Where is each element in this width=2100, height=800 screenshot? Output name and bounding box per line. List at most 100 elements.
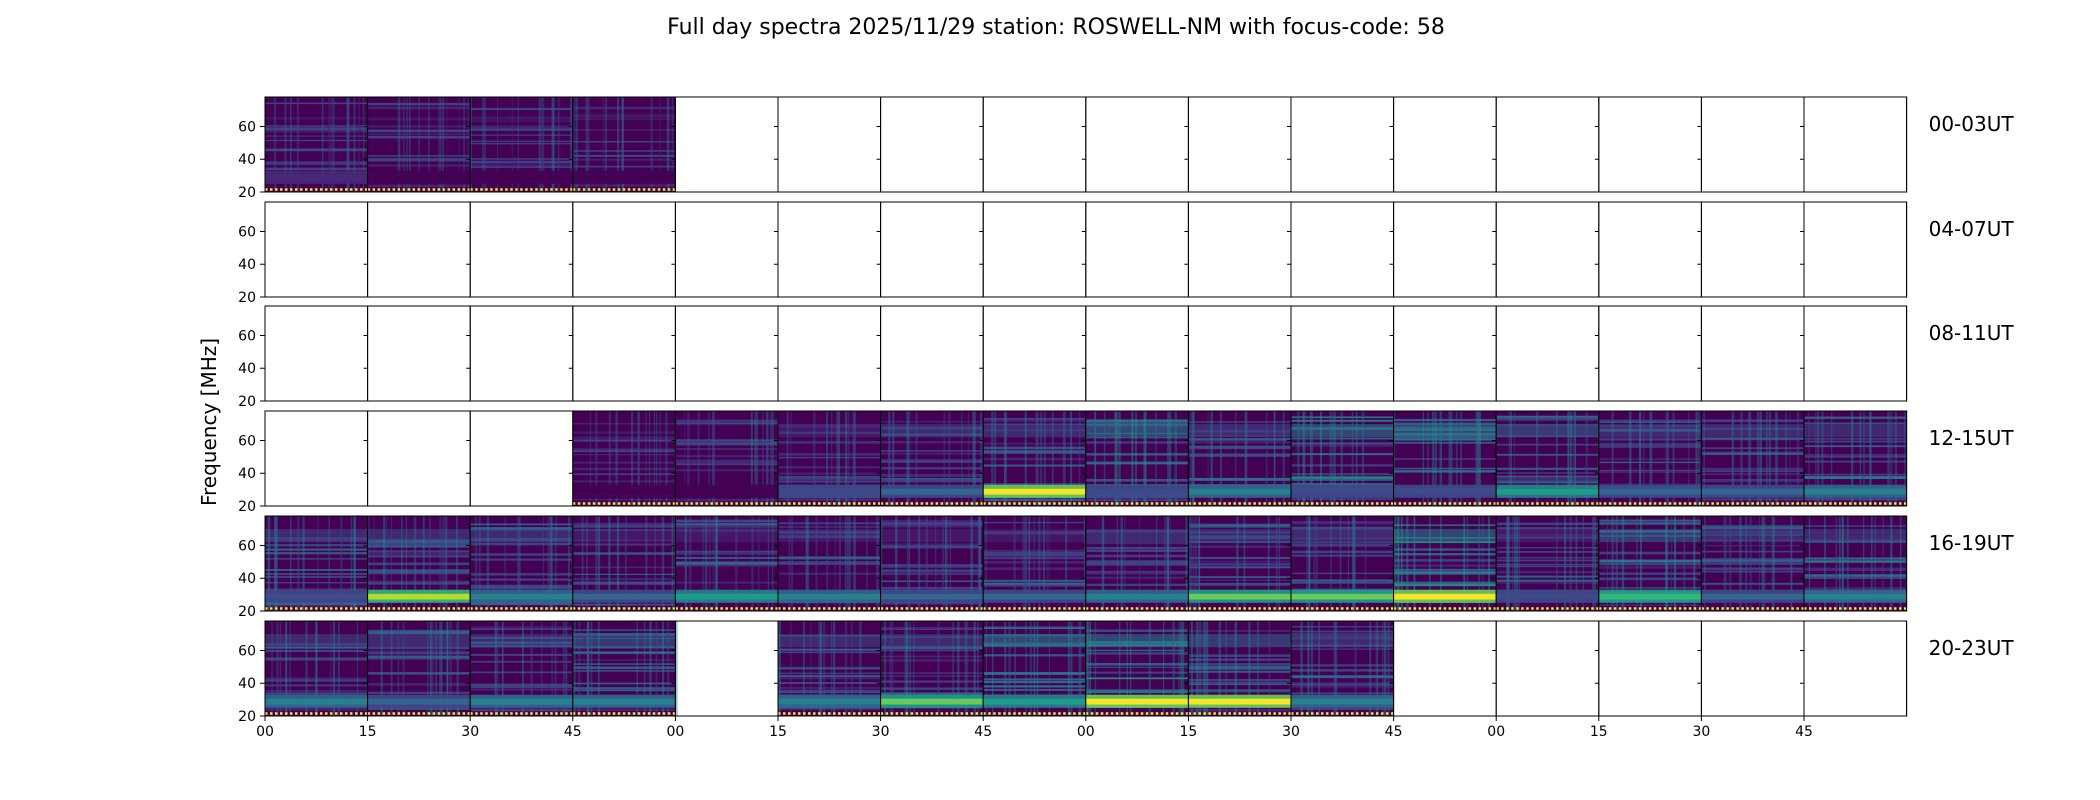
spectrum-panel (1287, 201, 1395, 298)
time-striation (552, 97, 555, 192)
spectral-streak (470, 134, 573, 136)
spectral-streak (1291, 464, 1394, 467)
time-striation (1594, 516, 1597, 611)
spectral-streak (983, 555, 1086, 559)
time-striation (1218, 621, 1221, 716)
spectral-streak (1188, 421, 1291, 423)
spectral-streak (470, 160, 573, 164)
panel-frame (1803, 620, 1908, 717)
y-tick-label: 60 (238, 119, 256, 135)
low-frequency-band-core (1804, 488, 1907, 495)
spectral-streak (265, 604, 368, 607)
time-striation (327, 97, 330, 192)
spectral-streak (983, 449, 1086, 452)
spectral-streak (880, 627, 984, 629)
mid-frequency-band (572, 634, 676, 648)
time-striation (1094, 411, 1097, 506)
panel-frame (880, 96, 984, 193)
mid-frequency-band (1496, 529, 1599, 543)
spectral-streak (367, 646, 471, 650)
spectrum-panel (774, 96, 882, 193)
time-striation (1513, 516, 1516, 611)
spectral-streak (367, 159, 471, 162)
time-striation (1036, 411, 1039, 506)
time-striation (853, 411, 855, 506)
time-striation (1103, 411, 1106, 506)
spectrum-panel (1184, 201, 1292, 298)
spectral-streak (367, 542, 471, 546)
time-striation (977, 621, 979, 716)
time-striation (648, 411, 651, 506)
spectral-streak (880, 525, 984, 528)
spectral-streak (1291, 630, 1394, 633)
time-striation (1048, 621, 1050, 716)
time-striation (449, 621, 452, 716)
time-striation (1190, 516, 1193, 611)
time-striation (1729, 516, 1732, 611)
time-striation (1070, 621, 1073, 716)
time-striation (845, 411, 848, 506)
spectral-streak (675, 460, 778, 463)
spectral-streak (367, 708, 471, 710)
time-striation (891, 621, 894, 716)
time-striation (1435, 411, 1437, 506)
spectral-streak (1701, 550, 1804, 553)
time-striation (1567, 411, 1569, 506)
spectral-streak (983, 626, 1086, 628)
spectral-streak (1804, 454, 1907, 456)
time-striation (1225, 621, 1227, 716)
time-striation (439, 516, 442, 611)
low-frequency-band-core (778, 488, 881, 495)
time-striation (440, 621, 443, 716)
spectral-streak (675, 441, 778, 445)
spectral-streak (265, 658, 368, 661)
mid-frequency-band (880, 529, 984, 543)
spectral-streak (983, 672, 1086, 675)
time-striation (463, 97, 466, 192)
mid-frequency-band (572, 529, 676, 543)
time-striation (1192, 516, 1195, 611)
time-striation (826, 411, 828, 506)
time-striation (289, 621, 291, 716)
time-striation (1038, 516, 1041, 611)
spectrum-panel (466, 620, 574, 717)
time-striation (895, 516, 898, 611)
spectral-streak (367, 650, 471, 653)
time-striation (1387, 621, 1390, 716)
spectral-streak (265, 167, 368, 171)
time-striation (341, 516, 343, 611)
spectrum-panel (1287, 96, 1395, 193)
spectral-streak (1701, 419, 1804, 423)
time-striation (876, 516, 879, 611)
time-striation (1505, 516, 1509, 611)
time-striation (1182, 621, 1185, 716)
spectral-streak (1085, 453, 1189, 456)
spectral-streak (1085, 422, 1189, 426)
panel-frame (1187, 201, 1292, 298)
spectral-streak (1085, 662, 1189, 666)
spectral-streak (367, 630, 471, 633)
spectral-streak (1188, 708, 1291, 712)
spectrum-panel (1697, 620, 1805, 717)
spectral-streak (1804, 525, 1907, 527)
time-striation (356, 621, 358, 716)
time-striation (1048, 516, 1050, 611)
spectrum-panel (1389, 620, 1497, 717)
time-striation (1219, 411, 1223, 506)
spectrum-panel (774, 305, 882, 402)
time-striation (1688, 411, 1690, 506)
time-striation (1275, 516, 1277, 611)
spectral-streak (1598, 577, 1702, 581)
time-striation (1649, 411, 1652, 506)
time-striation (1062, 411, 1065, 506)
time-striation (486, 516, 490, 611)
mid-frequency-band (1393, 424, 1497, 438)
mid-frequency-band (1496, 424, 1599, 438)
spectral-streak (367, 129, 471, 131)
mid-frequency-band (778, 634, 881, 648)
spectral-streak (1701, 479, 1804, 482)
time-striation (986, 621, 988, 716)
time-striation (347, 97, 350, 192)
panel-frame (1085, 96, 1189, 193)
spectral-streak (778, 477, 881, 480)
